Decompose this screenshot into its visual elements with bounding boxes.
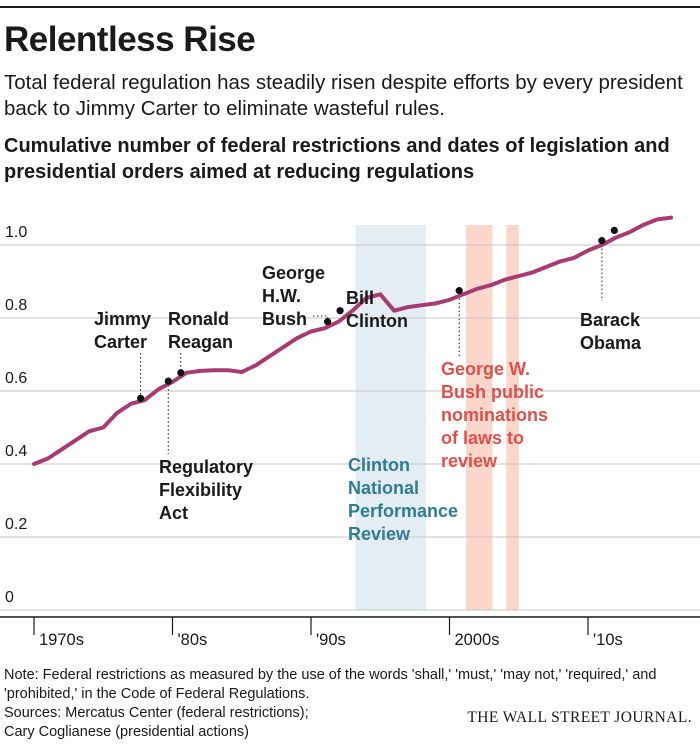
annotation-line: Regulatory <box>159 457 253 477</box>
annotation-line: Review <box>348 524 411 544</box>
annotation-line: George <box>262 263 325 283</box>
annotation-7: Barack Obama <box>580 310 642 353</box>
annotation-line: of laws to <box>441 428 524 448</box>
annotation-line: Bush public <box>441 382 544 402</box>
y-axis-labels: 1.2 million restrictions1.00.80.60.40.20 <box>5 224 27 606</box>
annotation-3: George H.W. Bush <box>262 263 325 329</box>
event-marker-2 <box>177 369 185 377</box>
sources-line-2: Cary Coglianese (presidential actions) <box>4 724 250 740</box>
annotation-4: Bill Clinton <box>346 288 408 331</box>
x-tick-label: '10s <box>593 631 623 649</box>
annotation-line: Barack <box>580 310 641 330</box>
annotation-line: Ronald <box>168 309 229 329</box>
annotation-line: Bill <box>346 288 374 308</box>
annotation-line: Bush <box>262 309 307 329</box>
y-tick-label: 0.8 <box>5 297 27 314</box>
highlight-band-2 <box>506 225 519 610</box>
footnote: Note: Federal restrictions as measured b… <box>4 667 657 702</box>
publisher-logo: THE WALL STREET JOURNAL. <box>467 709 692 726</box>
x-tick-label: '80s <box>178 631 208 649</box>
highlight-bands <box>355 225 519 610</box>
chart-description: Cumulative number of federal restriction… <box>4 135 670 183</box>
annotation-line: Clinton <box>348 455 410 475</box>
annotation-5: Clinton National Performance Review <box>348 455 458 544</box>
annotations: Jimmy Carter Ronald Reagan Regulatory Flexibi… <box>94 263 642 544</box>
annotation-line: Jimmy <box>94 309 151 329</box>
highlight-band-0 <box>355 225 426 610</box>
annotation-line: Reagan <box>168 332 233 352</box>
annotation-line: Obama <box>580 333 642 353</box>
annotation-line: Act <box>159 503 188 523</box>
event-marker-0 <box>137 394 145 402</box>
annotation-line: nominations <box>441 405 548 425</box>
chart-headline: Relentless Rise <box>4 20 256 59</box>
annotation-line: George W. <box>441 359 530 379</box>
footer: Note: Federal restrictions as measured b… <box>4 666 694 742</box>
top-rule <box>0 6 700 8</box>
annotation-2: Regulatory Flexibility Act <box>159 457 253 523</box>
x-axis: 1970s '80s '90s 2000s '10s <box>0 616 700 649</box>
annotation-line: H.W. <box>262 286 301 306</box>
event-marker-6 <box>598 237 606 245</box>
y-tick-label: 0.2 <box>5 516 27 533</box>
y-tick-label: 0.6 <box>5 370 27 387</box>
annotation-0: Jimmy Carter <box>94 309 151 352</box>
sources-line-1: Sources: Mercatus Center (federal restri… <box>4 705 309 721</box>
x-tick-label: 2000s <box>455 631 500 649</box>
event-marker-3 <box>324 318 332 326</box>
annotation-line: Performance <box>348 501 458 521</box>
event-marker-4 <box>336 307 344 315</box>
y-tick-label: 0 <box>5 589 14 606</box>
x-tick-label: 1970s <box>39 631 84 649</box>
y-tick-label: 1.0 <box>5 224 27 241</box>
event-marker-5 <box>455 287 463 295</box>
event-marker-7 <box>610 226 618 234</box>
event-markers <box>137 226 618 402</box>
annotation-line: review <box>441 451 498 471</box>
annotation-6: George W. Bush public nominations of laws t… <box>441 359 548 471</box>
line-chart: 1.2 million restrictions1.00.80.60.40.20… <box>0 215 700 649</box>
annotation-leader-3 <box>313 315 329 322</box>
annotation-1: Ronald Reagan <box>168 309 233 352</box>
annotation-line: Clinton <box>346 311 408 331</box>
annotation-line: Carter <box>94 332 147 352</box>
chart-subtitle: Total federal regulation has steadily ri… <box>4 71 683 120</box>
event-marker-1 <box>164 377 172 385</box>
x-tick-label: '90s <box>316 631 346 649</box>
y-tick-label: 0.4 <box>5 443 27 460</box>
gridlines <box>0 244 700 611</box>
annotation-line: National <box>348 478 419 498</box>
annotation-line: Flexibility <box>159 480 242 500</box>
